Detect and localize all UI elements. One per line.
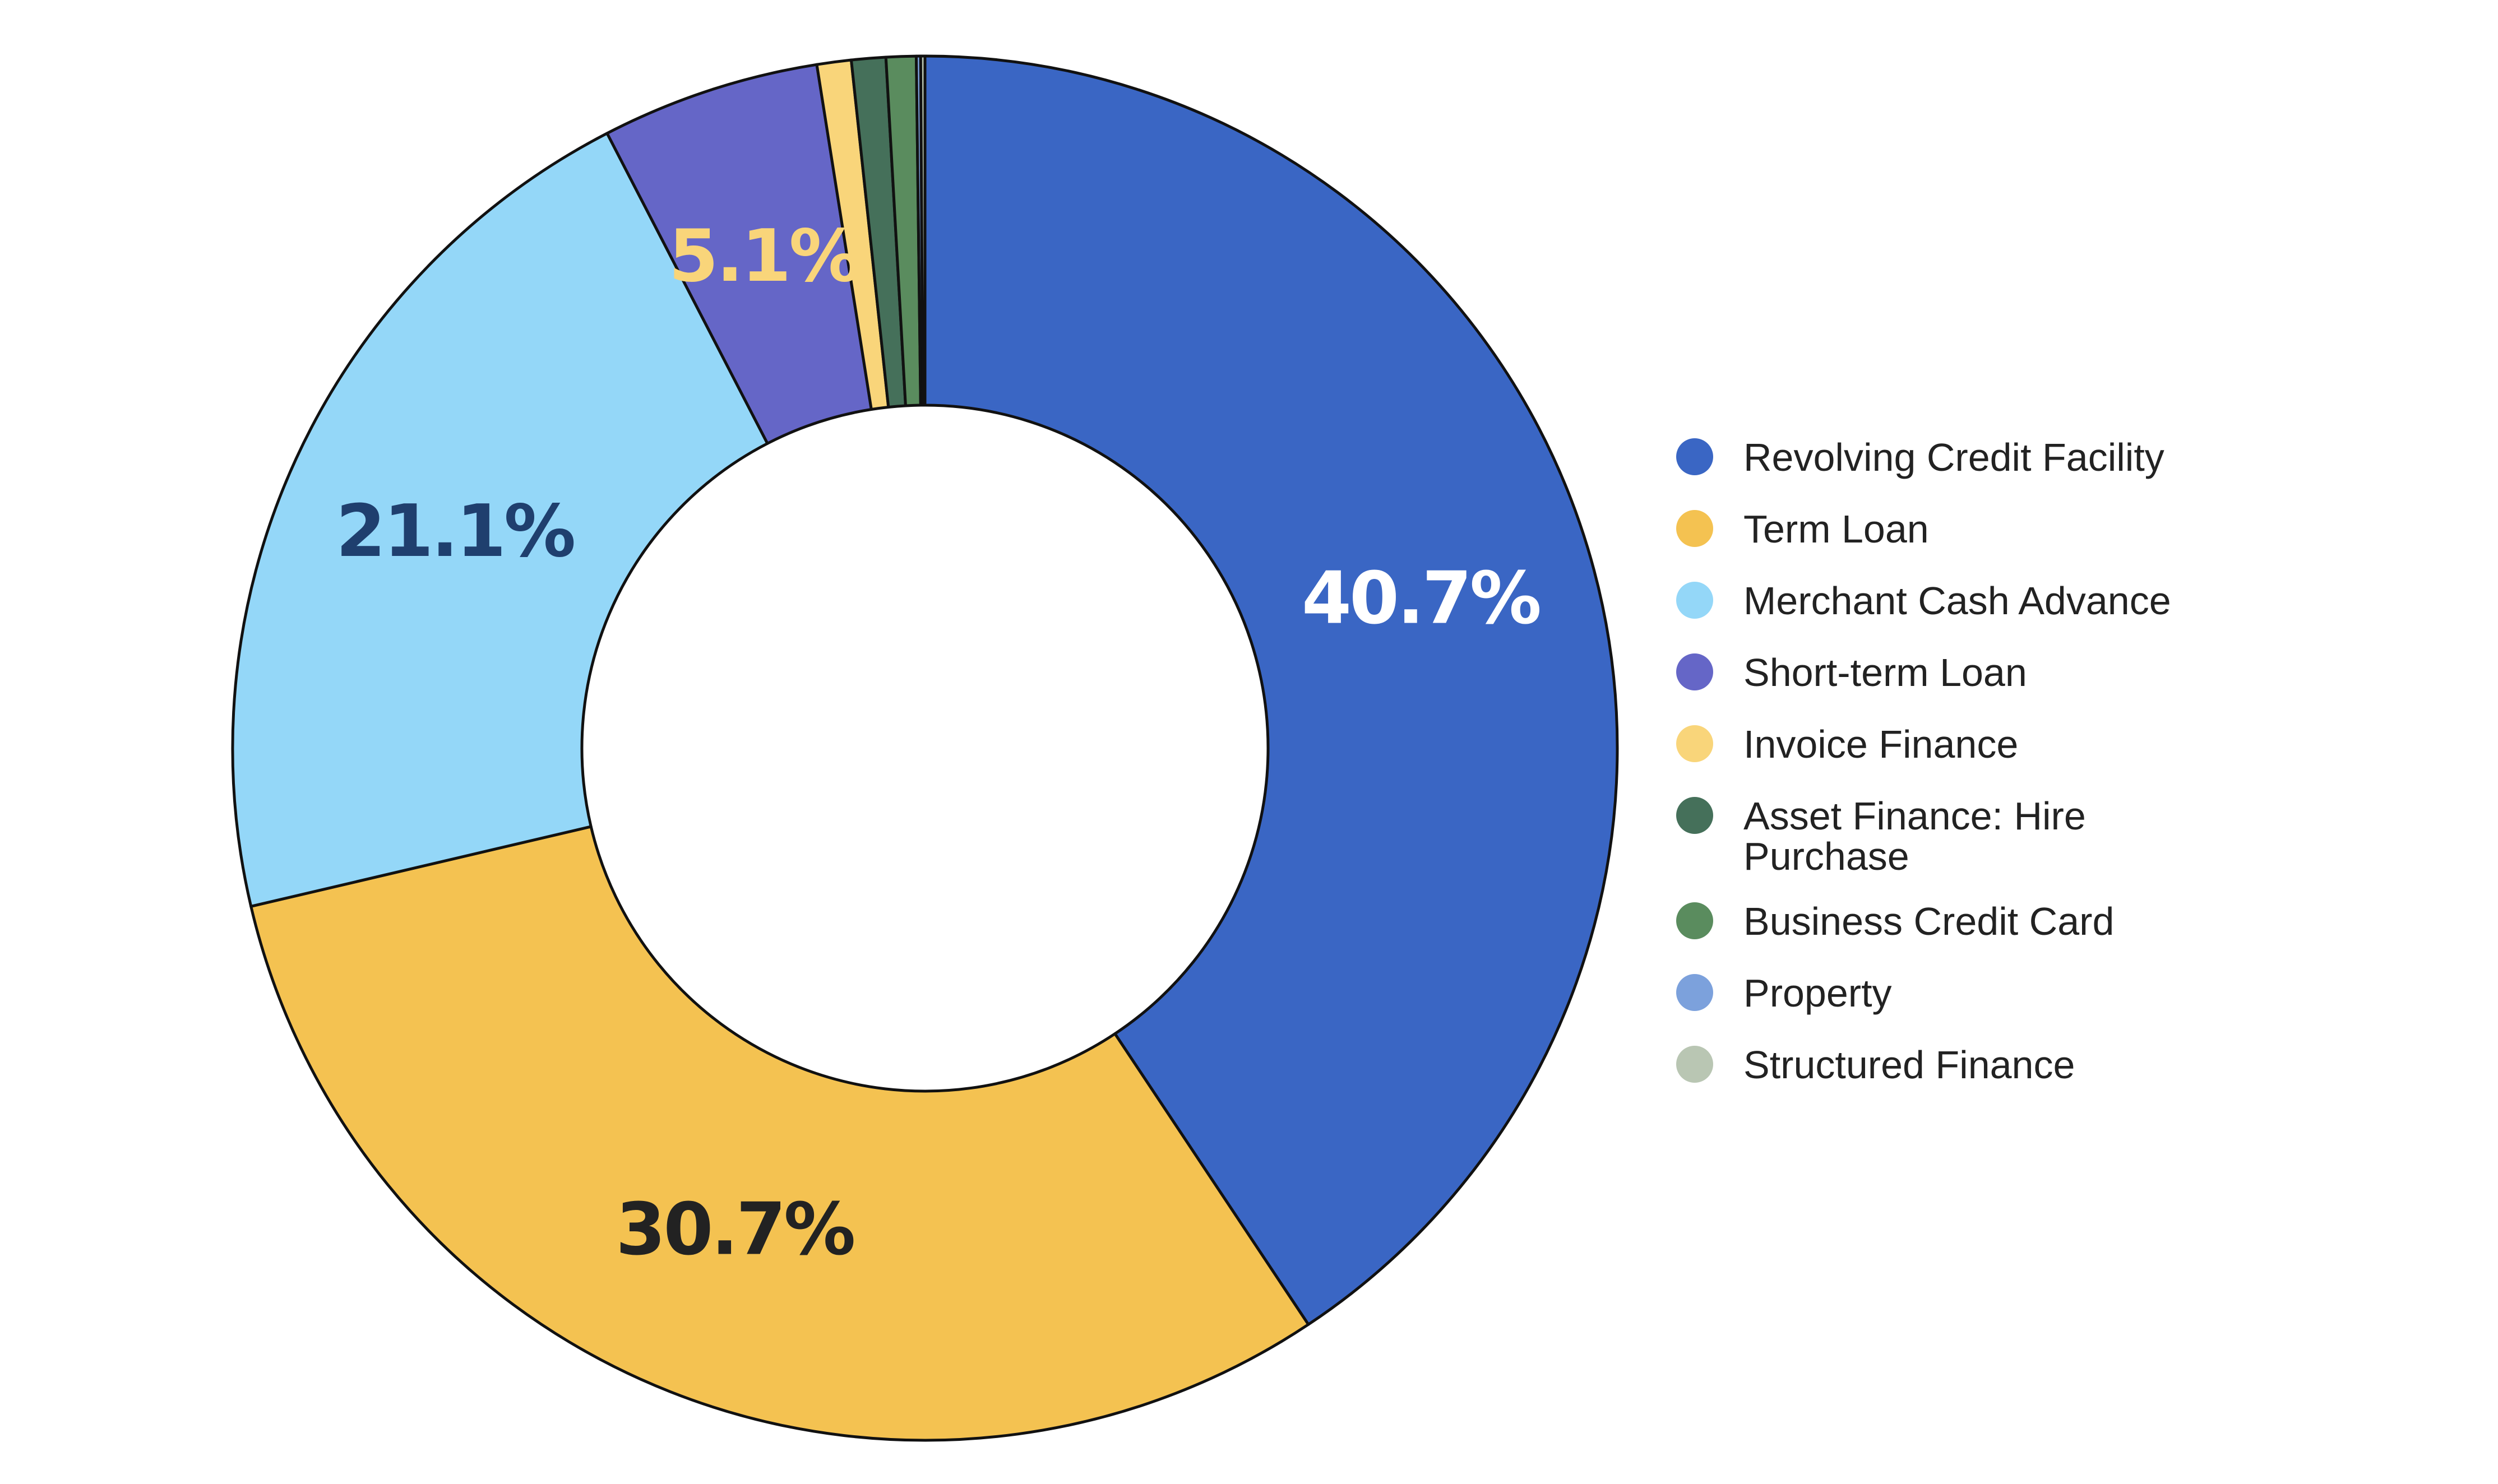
- slice-label: 5.1%: [669, 215, 859, 298]
- legend-swatch: [1676, 582, 1713, 619]
- slice-term-loan[interactable]: [249, 825, 1310, 1442]
- slice-label: 21.1%: [336, 490, 574, 573]
- donut-slices: [231, 54, 1619, 1442]
- legend-label: Merchant Cash Advance: [1743, 579, 2171, 623]
- legend-label: Revolving Credit Facility: [1743, 435, 2164, 479]
- legend-swatch: [1676, 797, 1713, 834]
- legend-label: Term Loan: [1743, 507, 1929, 551]
- legend-swatch: [1676, 510, 1713, 547]
- legend-item[interactable]: Merchant Cash Advance: [1676, 581, 2405, 621]
- chart-legend: Revolving Credit Facility Term Loan Mercha…: [1676, 437, 2405, 1116]
- legend-swatch: [1676, 1046, 1713, 1083]
- slice-label: 30.7%: [616, 1188, 854, 1271]
- legend-label: Business Credit Card: [1743, 899, 2115, 943]
- legend-swatch: [1676, 974, 1713, 1011]
- legend-label: Invoice Finance: [1743, 722, 2019, 766]
- legend-item[interactable]: Term Loan: [1676, 509, 2405, 549]
- legend-item[interactable]: Property: [1676, 973, 2405, 1013]
- slice-label: 40.7%: [1302, 556, 1540, 640]
- legend-label: Property: [1743, 971, 1892, 1015]
- legend-swatch: [1676, 438, 1713, 475]
- slice-revolving-credit-facility[interactable]: [923, 54, 1619, 1326]
- legend-swatch: [1676, 725, 1713, 762]
- legend-item[interactable]: Business Credit Card: [1676, 901, 2405, 942]
- legend-item[interactable]: Revolving Credit Facility: [1676, 437, 2405, 477]
- legend-label: Structured Finance: [1743, 1043, 2075, 1087]
- legend-item[interactable]: Short-term Loan: [1676, 652, 2405, 693]
- legend-item[interactable]: Invoice Finance: [1676, 724, 2405, 764]
- slice-merchant-cash-advance[interactable]: [231, 132, 769, 908]
- legend-label: Asset Finance: Hire Purchase: [1743, 794, 2086, 878]
- legend-swatch: [1676, 653, 1713, 690]
- legend-swatch: [1676, 902, 1713, 939]
- slice-structured-finance[interactable]: [919, 54, 927, 407]
- legend-label: Short-term Loan: [1743, 651, 2027, 694]
- legend-item[interactable]: Asset Finance: Hire Purchase: [1676, 796, 2405, 877]
- legend-item[interactable]: Structured Finance: [1676, 1045, 2405, 1085]
- slice-labels: 40.7% 30.7% 21.1% 5.1%: [336, 215, 1542, 1271]
